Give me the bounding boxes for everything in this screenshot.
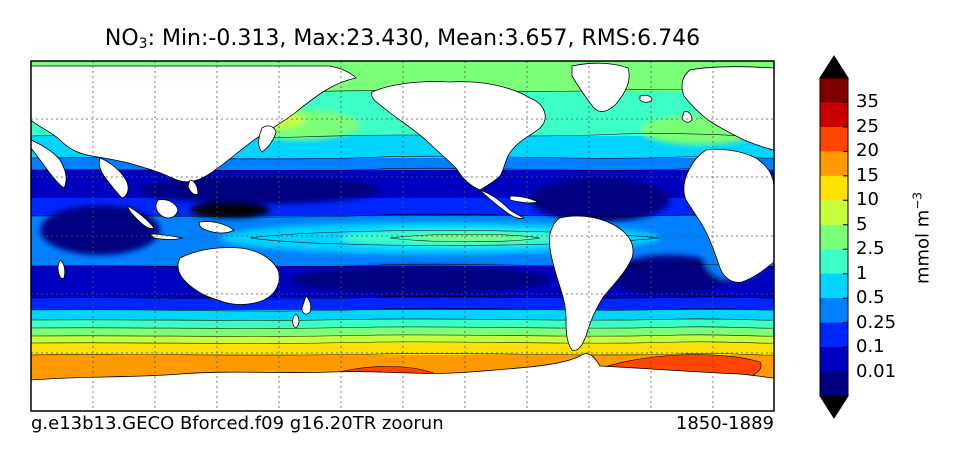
map-frame: [30, 60, 775, 412]
title-variable: NO: [104, 26, 139, 51]
colorbar-swatch: [820, 347, 848, 373]
land-south-america: [549, 215, 634, 351]
colorbar-swatch: [820, 151, 848, 177]
colorbar-swatch: [820, 200, 848, 226]
colorbar-level-label: 2.5: [856, 238, 885, 260]
band-south-transition: [31, 310, 774, 320]
colorbar-swatch: [820, 224, 848, 250]
land-borneo: [155, 199, 179, 219]
colorbar-units-label: mmol m−3: [911, 192, 934, 284]
land-iceland: [639, 94, 653, 103]
land-cuba: [509, 195, 540, 204]
colorbar-level-label: 5: [856, 213, 868, 235]
land-british-isles: [681, 111, 693, 123]
colorbar-over-arrow: [819, 55, 849, 79]
colorbar-level-label: 15: [856, 164, 879, 186]
band-subantarctic: [31, 336, 774, 343]
colorbar-swatch: [820, 371, 848, 397]
colorbar-level-label: 20: [856, 140, 879, 162]
land-java: [149, 233, 184, 240]
title-stats: : Min:-0.313, Max:23.430, Mean:3.657, RM…: [147, 26, 701, 51]
land-greenland: [571, 62, 630, 112]
colorbar-swatches: [820, 78, 848, 397]
land-new-zealand: [301, 295, 312, 315]
colorbar-level-label: 0.25: [856, 311, 897, 333]
land-europe-east: [681, 66, 775, 151]
colorbar-level-label: 1: [856, 262, 868, 284]
band-south-midlat: [31, 320, 774, 328]
land-central-america: [479, 189, 526, 219]
band-south-tropic: [31, 298, 774, 310]
colorbar: [819, 55, 849, 419]
land-new-zealand-south: [292, 313, 300, 329]
colorbar-level-label: 0.5: [856, 287, 885, 309]
land-north-america: [371, 81, 546, 191]
case-name-label: g.e13b13.GECO Bforced.f09 g16.20TR zooru…: [31, 413, 444, 434]
land-philippines: [187, 179, 199, 195]
band-south-midlat-2: [31, 328, 774, 336]
land-southeast-asia: [98, 157, 129, 199]
colorbar-level-label: 35: [856, 91, 879, 113]
colorbar-level-label: 0.1: [856, 336, 885, 358]
units-base: mmol m: [912, 209, 934, 285]
colorbar-swatch: [820, 249, 848, 275]
figure-title: NO3: Min:-0.313, Max:23.430, Mean:3.657,…: [0, 26, 805, 52]
land-eurasia: [30, 65, 357, 182]
colorbar-level-label: 0.01: [856, 360, 897, 382]
colorbar-swatch: [820, 175, 848, 201]
colorbar-level-label: 25: [856, 115, 879, 137]
colorbar-frame: [819, 77, 849, 397]
land-australia: [177, 247, 280, 305]
land-africa: [683, 148, 775, 283]
colorbar-swatch: [820, 273, 848, 299]
graticule: [31, 61, 774, 411]
land-japan: [258, 125, 277, 153]
colorbar-swatch: [820, 322, 848, 348]
colorbar-swatch: [820, 102, 848, 128]
units-exponent: −3: [910, 191, 925, 210]
title-subscript: 3: [138, 36, 148, 52]
colorbar-level-label: 10: [856, 189, 879, 211]
colorbar-swatch: [820, 126, 848, 152]
colorbar-under-arrow: [819, 395, 849, 419]
land-india: [30, 139, 67, 189]
colorbar-swatch: [820, 78, 848, 103]
period-label: 1850-1889: [675, 413, 774, 434]
colorbar-swatch: [820, 298, 848, 324]
land-madagascar: [57, 259, 66, 279]
land-sumatra: [127, 205, 155, 229]
